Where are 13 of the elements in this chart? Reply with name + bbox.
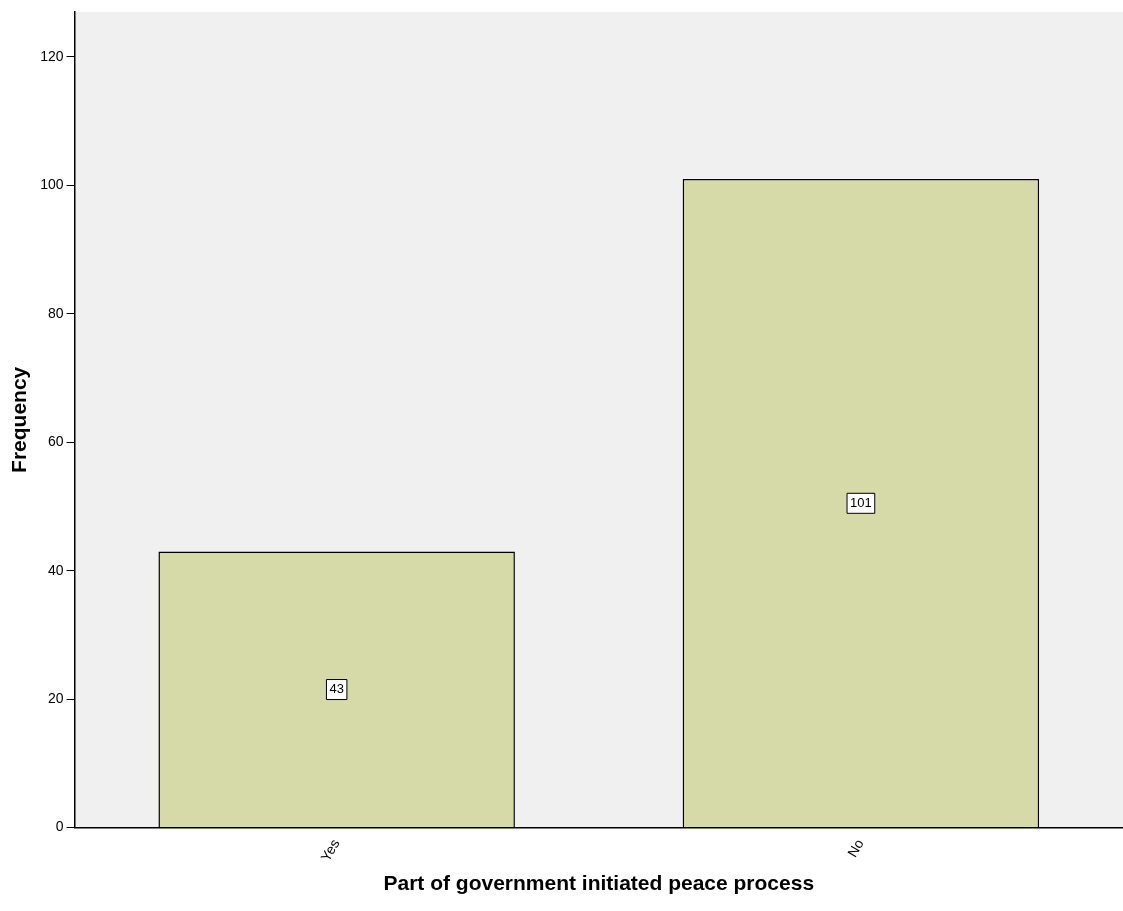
x-tick-label: No — [844, 836, 867, 860]
y-tick-label: 80 — [47, 304, 64, 321]
y-tick-label: 0 — [55, 818, 64, 835]
y-axis-title: Frequency — [7, 366, 31, 473]
y-tick-label: 20 — [47, 690, 64, 707]
data-label: 43 — [329, 681, 344, 697]
y-tick-label: 40 — [47, 561, 64, 578]
data-label: 101 — [850, 494, 872, 510]
y-tick-label: 60 — [47, 433, 64, 450]
y-tick-label: 120 — [40, 47, 64, 64]
x-tick-label: Yes — [317, 836, 343, 865]
x-axis-title: Part of government initiated peace process — [383, 871, 815, 895]
y-tick-label: 100 — [40, 176, 64, 193]
